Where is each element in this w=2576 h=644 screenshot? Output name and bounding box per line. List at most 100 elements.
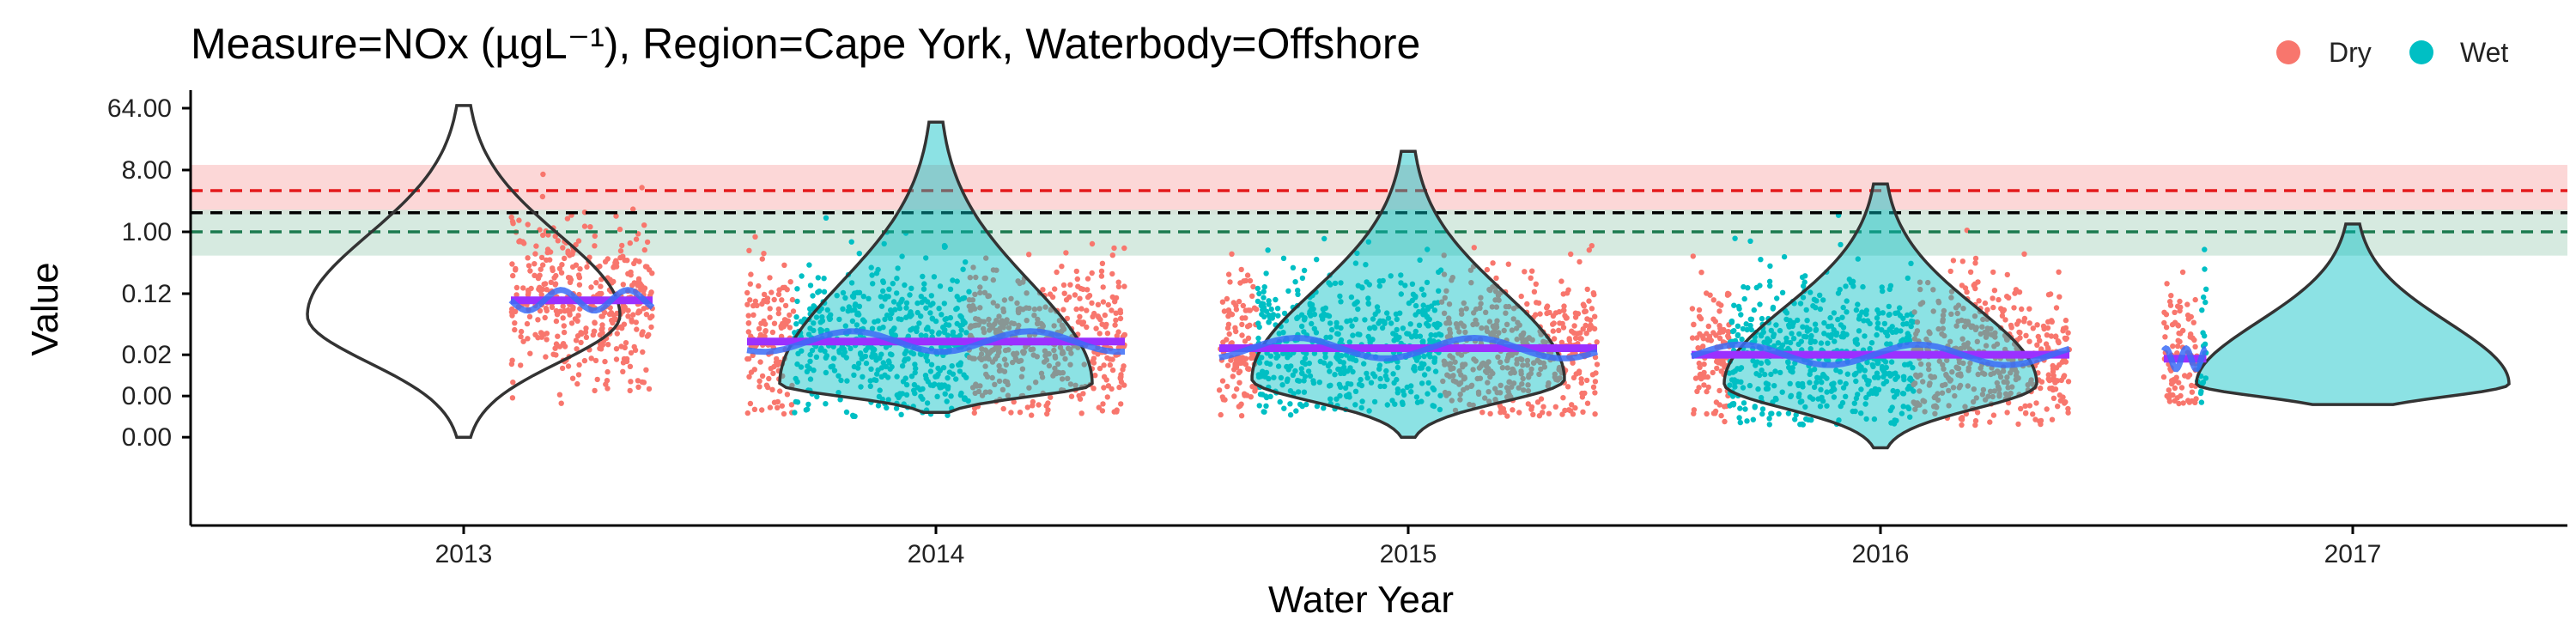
data-point: [766, 375, 772, 382]
data-point: [1431, 355, 1438, 361]
data-point: [1991, 288, 1998, 294]
data-point: [527, 350, 533, 356]
data-point: [842, 323, 848, 329]
data-point: [581, 357, 588, 364]
data-point: [1799, 274, 1806, 281]
data-point: [1040, 323, 1047, 329]
data-point: [981, 329, 987, 336]
data-point: [1413, 394, 1420, 400]
data-point: [1265, 247, 1271, 253]
data-point: [899, 363, 906, 369]
data-point: [844, 378, 850, 384]
data-point: [1721, 326, 1727, 333]
data-point: [1364, 370, 1370, 377]
data-point: [540, 171, 546, 178]
data-point: [2063, 317, 2069, 324]
y-tick-label: 0.12: [122, 280, 172, 308]
data-point: [1972, 255, 1979, 262]
data-point: [1974, 410, 1981, 416]
data-point: [1510, 407, 1516, 413]
data-point: [1035, 316, 1041, 323]
data-point: [912, 361, 918, 368]
data-point: [2026, 306, 2032, 312]
data-point: [874, 371, 880, 377]
data-point: [895, 265, 901, 271]
data-point: [1224, 383, 1230, 390]
data-point: [1425, 316, 1432, 322]
data-point: [1489, 304, 1496, 310]
data-point: [558, 270, 565, 276]
data-point: [1493, 304, 1500, 310]
data-point: [582, 329, 589, 336]
data-point: [572, 316, 579, 322]
data-point: [1363, 262, 1369, 268]
data-point: [1535, 300, 1542, 307]
data-point: [1109, 270, 1115, 277]
data-point: [1277, 398, 1283, 405]
data-point: [1569, 402, 1575, 408]
data-point: [1073, 306, 1079, 313]
data-point: [1091, 386, 1097, 392]
data-point: [992, 381, 998, 387]
data-point: [1382, 373, 1389, 380]
data-point: [769, 329, 776, 336]
data-point: [1358, 284, 1365, 290]
y-tick-label: 0.02: [122, 341, 172, 369]
data-point: [641, 285, 648, 291]
data-point: [788, 402, 795, 408]
data-point: [537, 307, 544, 314]
data-point: [1558, 278, 1564, 284]
data-point: [1216, 387, 1223, 393]
data-point: [1361, 361, 1367, 367]
data-point: [558, 400, 564, 406]
data-point: [957, 332, 963, 338]
data-point: [1261, 409, 1267, 415]
data-point: [549, 304, 556, 310]
data-point: [1376, 362, 1383, 368]
data-point: [771, 296, 777, 303]
data-point: [1236, 298, 1242, 305]
data-point: [561, 323, 567, 329]
data-point: [1538, 396, 1545, 402]
data-point: [1578, 376, 1584, 382]
data-point: [1109, 252, 1116, 258]
data-point: [2032, 416, 2038, 422]
x-tick-label: 2014: [908, 540, 965, 568]
data-point: [532, 272, 538, 278]
data-point: [868, 366, 874, 372]
data-point: [1337, 293, 1343, 300]
data-point: [1409, 281, 1416, 287]
data-point: [1352, 388, 1359, 394]
data-point: [924, 400, 931, 406]
data-point: [1421, 292, 1427, 298]
data-point: [817, 347, 823, 353]
data-point: [889, 328, 895, 334]
data-point: [1255, 298, 1261, 305]
data-point: [780, 320, 786, 327]
data-point: [627, 240, 633, 246]
data-point: [1252, 388, 1258, 394]
data-point: [775, 310, 781, 317]
data-point: [909, 325, 916, 331]
data-point: [799, 273, 805, 279]
data-point: [773, 359, 780, 366]
data-point: [1377, 318, 1383, 324]
data-point: [566, 308, 572, 314]
data-point: [1352, 316, 1359, 323]
data-point: [954, 305, 960, 312]
data-point: [565, 363, 572, 369]
data-point: [1263, 403, 1269, 409]
data-point: [635, 384, 641, 390]
data-point: [2164, 281, 2170, 287]
data-point: [1350, 368, 1356, 375]
data-point: [767, 275, 773, 281]
data-point: [1018, 374, 1025, 380]
data-point: [2190, 319, 2196, 325]
data-point: [1493, 275, 1499, 282]
data-point: [646, 386, 653, 392]
data-point: [937, 283, 944, 289]
data-point: [1113, 317, 1119, 324]
legend-label-dry: Dry: [2329, 37, 2372, 68]
data-point: [767, 404, 774, 410]
y-tick-label: 0.00: [122, 382, 172, 410]
